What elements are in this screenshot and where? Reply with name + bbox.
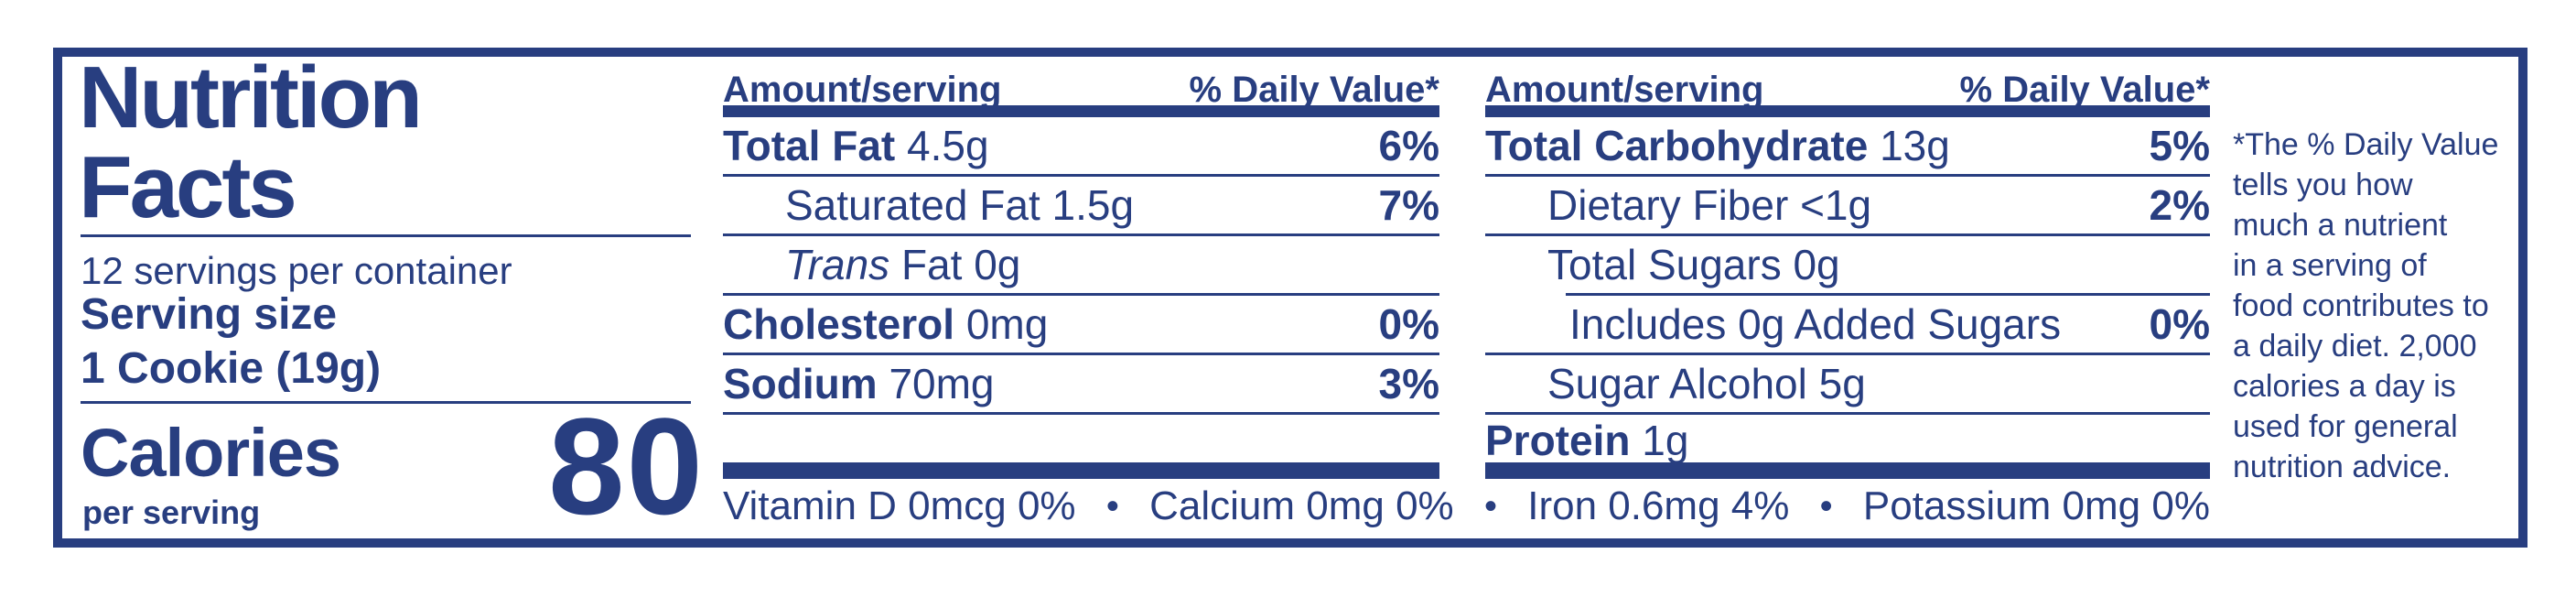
- separator-line: [1485, 353, 2210, 355]
- label-title-line2: Facts: [79, 138, 297, 236]
- daily-value-footnote: *The % Daily Value tells you how much a …: [2233, 127, 2499, 484]
- micronutrient: Iron 0.6mg 4%: [1527, 483, 1790, 528]
- nutrient-name: Total Carbohydrate 13g: [1485, 122, 1950, 169]
- calories-label: Calories: [81, 415, 341, 491]
- nutrient-name: Saturated Fat 1.5g: [785, 181, 1135, 229]
- nutrient-row: Saturated Fat 1.5g 7%: [723, 177, 1439, 233]
- daily-value-percent: 5%: [2149, 122, 2210, 169]
- nutrient-row: Sugar Alcohol 5g: [1485, 355, 2210, 412]
- separator-line: [723, 353, 1439, 355]
- serving-size: Serving size 1 Cookie (19g): [81, 288, 381, 396]
- daily-value-header: % Daily Value*: [1189, 70, 1439, 110]
- separator-line: [1485, 174, 2210, 177]
- nutrient-name: Dietary Fiber <1g: [1547, 181, 1872, 229]
- separator-line: [723, 293, 1439, 296]
- daily-value-percent: 3%: [1378, 360, 1439, 407]
- separator-line: [1485, 233, 2210, 236]
- nutrient-name: Sugar Alcohol 5g: [1547, 360, 1866, 407]
- divider-rule: [81, 401, 691, 404]
- label-title: Nutrition Facts: [79, 49, 423, 236]
- thick-divider-bar: [723, 105, 1439, 117]
- nutrient-name: Cholesterol 0mg: [723, 300, 1049, 348]
- serving-size-label: Serving size: [81, 290, 338, 339]
- separator-line: [1566, 293, 2210, 296]
- nutrient-row: Total Sugars 0g: [1485, 236, 2210, 293]
- daily-value-percent: 7%: [1378, 181, 1439, 229]
- nutrient-row: Protein 1g: [1485, 415, 2210, 466]
- daily-value-percent: 2%: [2149, 181, 2210, 229]
- column-header: Amount/serving % Daily Value*: [723, 70, 1439, 110]
- calories-value: 80: [548, 389, 705, 543]
- label-title-line1: Nutrition: [79, 49, 423, 147]
- nutrient-column-right: Amount/serving % Daily Value* Total Carb…: [1485, 71, 2210, 466]
- calories-sublabel: per serving: [82, 494, 261, 531]
- separator-line: [723, 174, 1439, 177]
- nutrient-row: Total Carbohydrate 13g 5%: [1485, 117, 2210, 174]
- nutrient-row: Trans Fat 0g: [723, 236, 1439, 293]
- amount-serving-header: Amount/serving: [1485, 70, 1764, 110]
- thick-divider-bar: [1485, 462, 2210, 479]
- daily-value-percent: 6%: [1378, 122, 1439, 169]
- separator-line: [723, 412, 1439, 415]
- amount-serving-header: Amount/serving: [723, 70, 1002, 110]
- daily-value-header: % Daily Value*: [1959, 70, 2210, 110]
- thick-divider-bar: [723, 462, 1439, 479]
- thick-divider-bar: [1485, 105, 2210, 117]
- daily-value-percent: 0%: [1378, 300, 1439, 348]
- bullet-separator: •: [1105, 486, 1119, 526]
- separator-line: [1485, 412, 2210, 415]
- nutrient-row: Total Fat 4.5g 6%: [723, 117, 1439, 174]
- nutrient-name: Total Sugars 0g: [1547, 241, 1840, 288]
- nutrient-rows: Total Carbohydrate 13g 5% Dietary Fiber <1…: [1485, 117, 2210, 466]
- label-border: [53, 48, 2527, 548]
- nutrient-name: Sodium 70mg: [723, 360, 995, 407]
- nutrient-rows: Total Fat 4.5g 6% Saturated Fat 1.5g 7% Tran…: [723, 117, 1439, 415]
- nutrient-row: Sodium 70mg 3%: [723, 355, 1439, 412]
- nutrient-row: Includes 0g Added Sugars 0%: [1485, 296, 2210, 353]
- serving-size-value: 1 Cookie (19g): [81, 344, 382, 393]
- nutrient-name: Trans Fat 0g: [785, 241, 1021, 288]
- column-header: Amount/serving % Daily Value*: [1485, 70, 2210, 110]
- nutrient-name: Includes 0g Added Sugars: [1569, 300, 2062, 348]
- separator-line: [723, 233, 1439, 236]
- nutrient-name: Total Fat 4.5g: [723, 122, 989, 169]
- servings-per-container: 12 servings per container: [81, 249, 512, 292]
- nutrient-row: Dietary Fiber <1g 2%: [1485, 177, 2210, 233]
- bullet-separator: •: [1819, 486, 1833, 526]
- divider-rule: [81, 234, 691, 237]
- daily-value-percent: 0%: [2149, 300, 2210, 348]
- nutrient-column-left: Amount/serving % Daily Value* Total Fat …: [723, 71, 1439, 415]
- nutrient-row: Cholesterol 0mg 0%: [723, 296, 1439, 353]
- micronutrient: Vitamin D 0mcg 0%: [723, 483, 1076, 528]
- bullet-separator: •: [1483, 486, 1497, 526]
- nutrient-name: Protein 1g: [1485, 417, 1689, 464]
- micronutrient: Potassium 0mg 0%: [1862, 483, 2210, 528]
- micronutrient-row: Vitamin D 0mcg 0% • Calcium 0mg 0% • Iron 0.…: [723, 482, 2210, 531]
- micronutrient: Calcium 0mg 0%: [1149, 483, 1454, 528]
